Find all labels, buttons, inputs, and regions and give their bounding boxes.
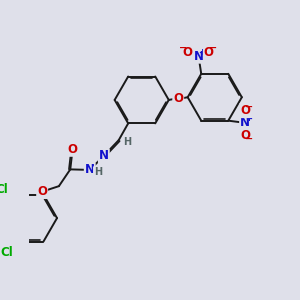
- Text: N: N: [85, 164, 95, 176]
- Text: H: H: [123, 136, 131, 146]
- Text: O: O: [240, 128, 250, 142]
- Text: +: +: [245, 114, 252, 123]
- Text: N: N: [194, 50, 203, 63]
- Text: O: O: [204, 46, 214, 59]
- Text: O: O: [67, 143, 77, 156]
- Text: −: −: [245, 102, 253, 112]
- Text: Cl: Cl: [1, 246, 13, 260]
- Text: O: O: [173, 92, 183, 105]
- Text: N: N: [240, 116, 250, 129]
- Text: H: H: [94, 167, 102, 177]
- Text: −: −: [179, 43, 187, 53]
- Text: +: +: [199, 48, 206, 57]
- Text: O: O: [37, 185, 47, 198]
- Text: −: −: [245, 134, 253, 144]
- Text: Cl: Cl: [0, 183, 8, 196]
- Text: O: O: [240, 104, 250, 117]
- Text: O: O: [182, 46, 192, 59]
- Text: N: N: [99, 149, 109, 162]
- Text: −: −: [209, 43, 217, 53]
